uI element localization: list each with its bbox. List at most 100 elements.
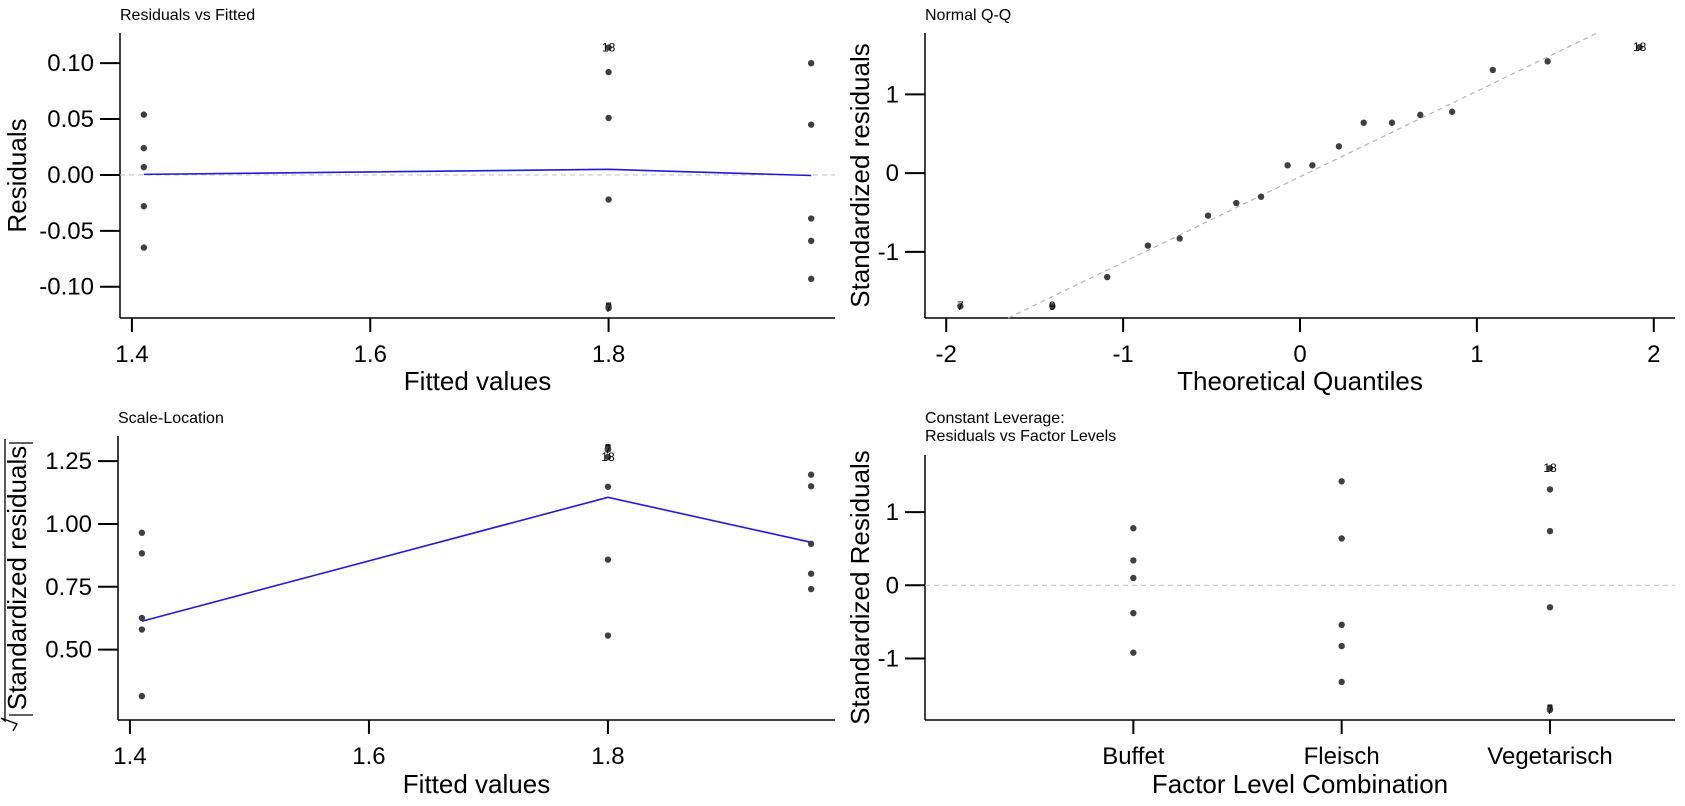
data-point <box>1417 111 1424 119</box>
category-label: Vegetarisch <box>1487 743 1612 770</box>
x-tick-label: 1.6 <box>352 743 385 770</box>
y-axis-label: Standardized Residuals <box>845 450 875 725</box>
data-point <box>138 550 146 557</box>
panel-residuals-vs-fitted: Residuals vs Fitted 0.10 0.05 0.00 -0.05 -0.1… <box>2 7 835 396</box>
data-point <box>957 302 964 310</box>
y-tick-label: 0.75 <box>45 574 92 601</box>
data-point <box>1103 273 1111 281</box>
data-point <box>1176 235 1183 242</box>
x-tick-label: 1.4 <box>115 341 148 368</box>
y-tick-label: 1.00 <box>45 511 92 538</box>
plot-title: Residuals vs Fitted <box>120 7 255 24</box>
data-point <box>1360 119 1367 126</box>
data-point <box>1546 604 1554 611</box>
data-point <box>1546 486 1554 493</box>
y-tick-label: 1.25 <box>45 448 92 475</box>
data-point <box>1257 193 1265 200</box>
panel-normal-qq: Normal Q-Q 1 0 -1 -2 -1 0 1 2 Theoretical Quantil… <box>845 7 1675 396</box>
data-point <box>138 529 146 536</box>
data-point <box>604 453 612 461</box>
data-point <box>807 275 815 283</box>
y-tick-label: 1 <box>886 81 899 108</box>
y-tick-label: 1 <box>886 499 899 526</box>
point-label: 9 <box>1049 299 1056 313</box>
data-point <box>1130 649 1137 656</box>
x-tick-label: 1.6 <box>354 341 387 368</box>
data-point <box>1338 621 1345 629</box>
point-label: 18 <box>601 450 615 464</box>
y-axis-label: Standardized residuals <box>2 446 32 711</box>
point-label: 7 <box>1547 703 1554 717</box>
data-point <box>1233 199 1240 207</box>
y-tick-label: 0.50 <box>45 637 92 664</box>
data-point <box>1338 642 1345 650</box>
data-point <box>1130 574 1137 582</box>
data-point <box>1049 302 1056 310</box>
data-point <box>604 483 612 490</box>
point-label: 7 <box>957 299 964 313</box>
data-point <box>807 215 815 222</box>
data-point <box>1130 609 1137 617</box>
data-point <box>138 692 146 700</box>
point-label: 7 <box>605 301 612 315</box>
x-tick-label: 1 <box>1470 341 1483 368</box>
sqrt-symbol <box>0 439 18 732</box>
data-point <box>605 114 612 122</box>
y-tick-label: 0.10 <box>47 50 94 77</box>
data-point <box>1130 557 1137 564</box>
data-point <box>605 44 612 51</box>
y-tick-label: -0.05 <box>39 218 94 245</box>
data-point <box>1204 212 1212 219</box>
data-point <box>807 471 815 478</box>
data-point <box>807 121 815 128</box>
x-axis-label: Theoretical Quantiles <box>1177 366 1423 396</box>
x-axis-label: Fitted values <box>403 769 550 799</box>
x-tick-label: 1.8 <box>591 743 624 770</box>
data-point <box>1636 43 1643 51</box>
category-label: Fleisch <box>1304 743 1380 770</box>
data-point <box>1546 464 1554 472</box>
data-point <box>140 111 148 118</box>
x-tick-label: -1 <box>1112 341 1133 368</box>
y-tick-label: -0.10 <box>39 274 94 301</box>
smoother-line <box>143 168 812 177</box>
x-tick-label: 1.4 <box>113 743 146 770</box>
data-point <box>604 632 612 639</box>
y-tick-label: -1 <box>878 239 899 266</box>
data-point <box>1144 242 1152 249</box>
x-axis-label: Factor Level Combination <box>1152 769 1448 799</box>
y-tick-label: 0 <box>886 160 899 187</box>
plot-subtitle: Residuals vs Factor Levels <box>925 428 1116 445</box>
data-point <box>1130 525 1137 532</box>
data-point <box>807 237 815 245</box>
plot-title: Constant Leverage: <box>925 410 1065 427</box>
data-point <box>1284 162 1291 169</box>
x-tick-label: 1.8 <box>592 341 625 368</box>
data-point <box>604 446 612 453</box>
data-point <box>807 59 815 67</box>
data-point <box>140 244 148 251</box>
smoother-line <box>141 496 812 623</box>
category-label: Buffet <box>1102 743 1165 770</box>
x-axis-label: Fitted values <box>404 366 551 396</box>
data-point <box>140 203 148 210</box>
qq-reference-line <box>1007 32 1598 319</box>
data-point <box>1338 478 1345 485</box>
data-point <box>604 556 612 563</box>
y-tick-label: 0.05 <box>47 106 94 133</box>
data-point <box>1388 119 1396 126</box>
data-point <box>605 68 612 76</box>
data-point <box>807 585 815 593</box>
data-point <box>1546 527 1554 535</box>
data-point <box>807 483 815 490</box>
point-label: 18 <box>1543 461 1557 475</box>
data-point <box>140 144 148 152</box>
y-tick-label: 0.00 <box>47 162 94 189</box>
data-point <box>140 163 148 171</box>
x-tick-label: 0 <box>1293 341 1306 368</box>
y-axis-label: Standardized residuals <box>845 43 875 308</box>
data-point <box>1338 535 1345 542</box>
y-tick-label: 0 <box>886 572 899 599</box>
x-tick-label: 2 <box>1647 341 1660 368</box>
